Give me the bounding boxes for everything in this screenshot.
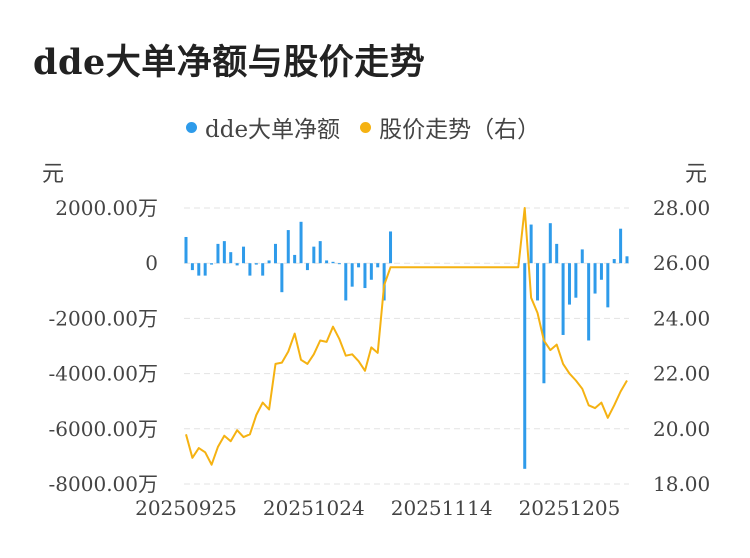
x-tick-label: 20250925: [135, 496, 237, 520]
dde-bar: [593, 263, 597, 294]
legend-label-price: 股价走势（右）: [379, 117, 541, 143]
dde-bar: [210, 263, 214, 265]
dde-bar: [606, 263, 610, 308]
dde-bar: [286, 230, 290, 264]
dde-bar: [325, 260, 329, 264]
dde-bar: [229, 252, 233, 264]
dde-bar: [567, 263, 571, 305]
dde-bar: [318, 241, 322, 264]
dde-bar: [190, 263, 194, 271]
dde-bar: [312, 246, 316, 264]
y-left-tick-label: -6000.00万: [49, 417, 158, 441]
dde-bar: [363, 263, 367, 289]
dde-bar: [599, 263, 603, 280]
dde-bar: [529, 224, 533, 264]
dde-bar: [523, 263, 527, 469]
legend-item-price[interactable]: 股价走势（右）: [360, 110, 540, 144]
dde-bar: [331, 261, 335, 264]
legend-label-dde: dde大单净额: [205, 117, 341, 143]
y-left-tick-label: 2000.00万: [55, 196, 158, 220]
dde-bar: [267, 260, 271, 264]
y-right-tick-label: 24.00: [653, 306, 710, 330]
dde-bar: [350, 263, 354, 287]
dde-bar: [337, 263, 341, 265]
y-right-tick-label: 26.00: [653, 251, 710, 275]
y-left-tick-label: -8000.00万: [49, 472, 158, 496]
y-left-tick-label: -2000.00万: [49, 306, 158, 330]
x-tick-label: 20251024: [263, 496, 365, 520]
dde-bar: [293, 254, 297, 264]
y-right-tick-label: 20.00: [653, 417, 710, 441]
chart-title: dde大单净额与股价走势: [33, 42, 426, 83]
y-left-tick-label: -4000.00万: [49, 362, 158, 386]
dde-bar: [344, 263, 348, 301]
y-right-tick-label: 18.00: [653, 472, 710, 496]
dde-bar: [222, 241, 226, 264]
dde-bar: [197, 263, 201, 276]
dde-bar: [542, 263, 546, 384]
legend-dot-dde: [186, 121, 197, 133]
dde-bar: [248, 263, 252, 276]
dde-bar: [299, 221, 303, 264]
dde-bar: [216, 243, 220, 264]
dde-bar: [280, 263, 284, 293]
legend-item-dde[interactable]: dde大单净额: [186, 110, 340, 144]
legend-dot-price: [360, 121, 372, 133]
dde-bar: [357, 263, 361, 268]
dde-bar: [561, 263, 565, 335]
y-right-tick-label: 22.00: [653, 362, 710, 386]
y-left-tick-label: 0: [145, 251, 158, 275]
dde-bar: [273, 243, 277, 264]
dde-bar: [184, 236, 188, 264]
price-line: [185, 207, 628, 466]
dde-bar: [587, 263, 591, 341]
y-right-tick-label: 28.00: [653, 196, 710, 220]
right-axis-unit: 元: [685, 162, 708, 187]
dde-bar: [369, 263, 373, 280]
dde-bar: [254, 263, 258, 265]
left-axis-unit: 元: [42, 162, 65, 187]
dde-bar: [536, 263, 540, 301]
dde-bar: [555, 243, 559, 264]
x-tick-label: 20251114: [391, 496, 493, 520]
dde-bar: [242, 246, 246, 264]
dde-bar: [580, 249, 584, 264]
dde-bar: [203, 263, 207, 276]
x-tick-label: 20251205: [519, 496, 621, 520]
dde-bar: [376, 263, 380, 268]
dde-bar: [574, 263, 578, 298]
dde-bar: [235, 263, 239, 266]
dde-bar: [305, 263, 309, 271]
legend: dde大单净额 股价走势（右）: [186, 110, 560, 144]
dde-bar: [382, 263, 386, 301]
dde-bar: [261, 263, 265, 276]
dde-bar: [389, 231, 393, 264]
dde-bar: [625, 256, 629, 264]
dde-bar: [548, 223, 552, 264]
dde-bar: [612, 259, 616, 264]
dde-bar: [619, 228, 623, 264]
